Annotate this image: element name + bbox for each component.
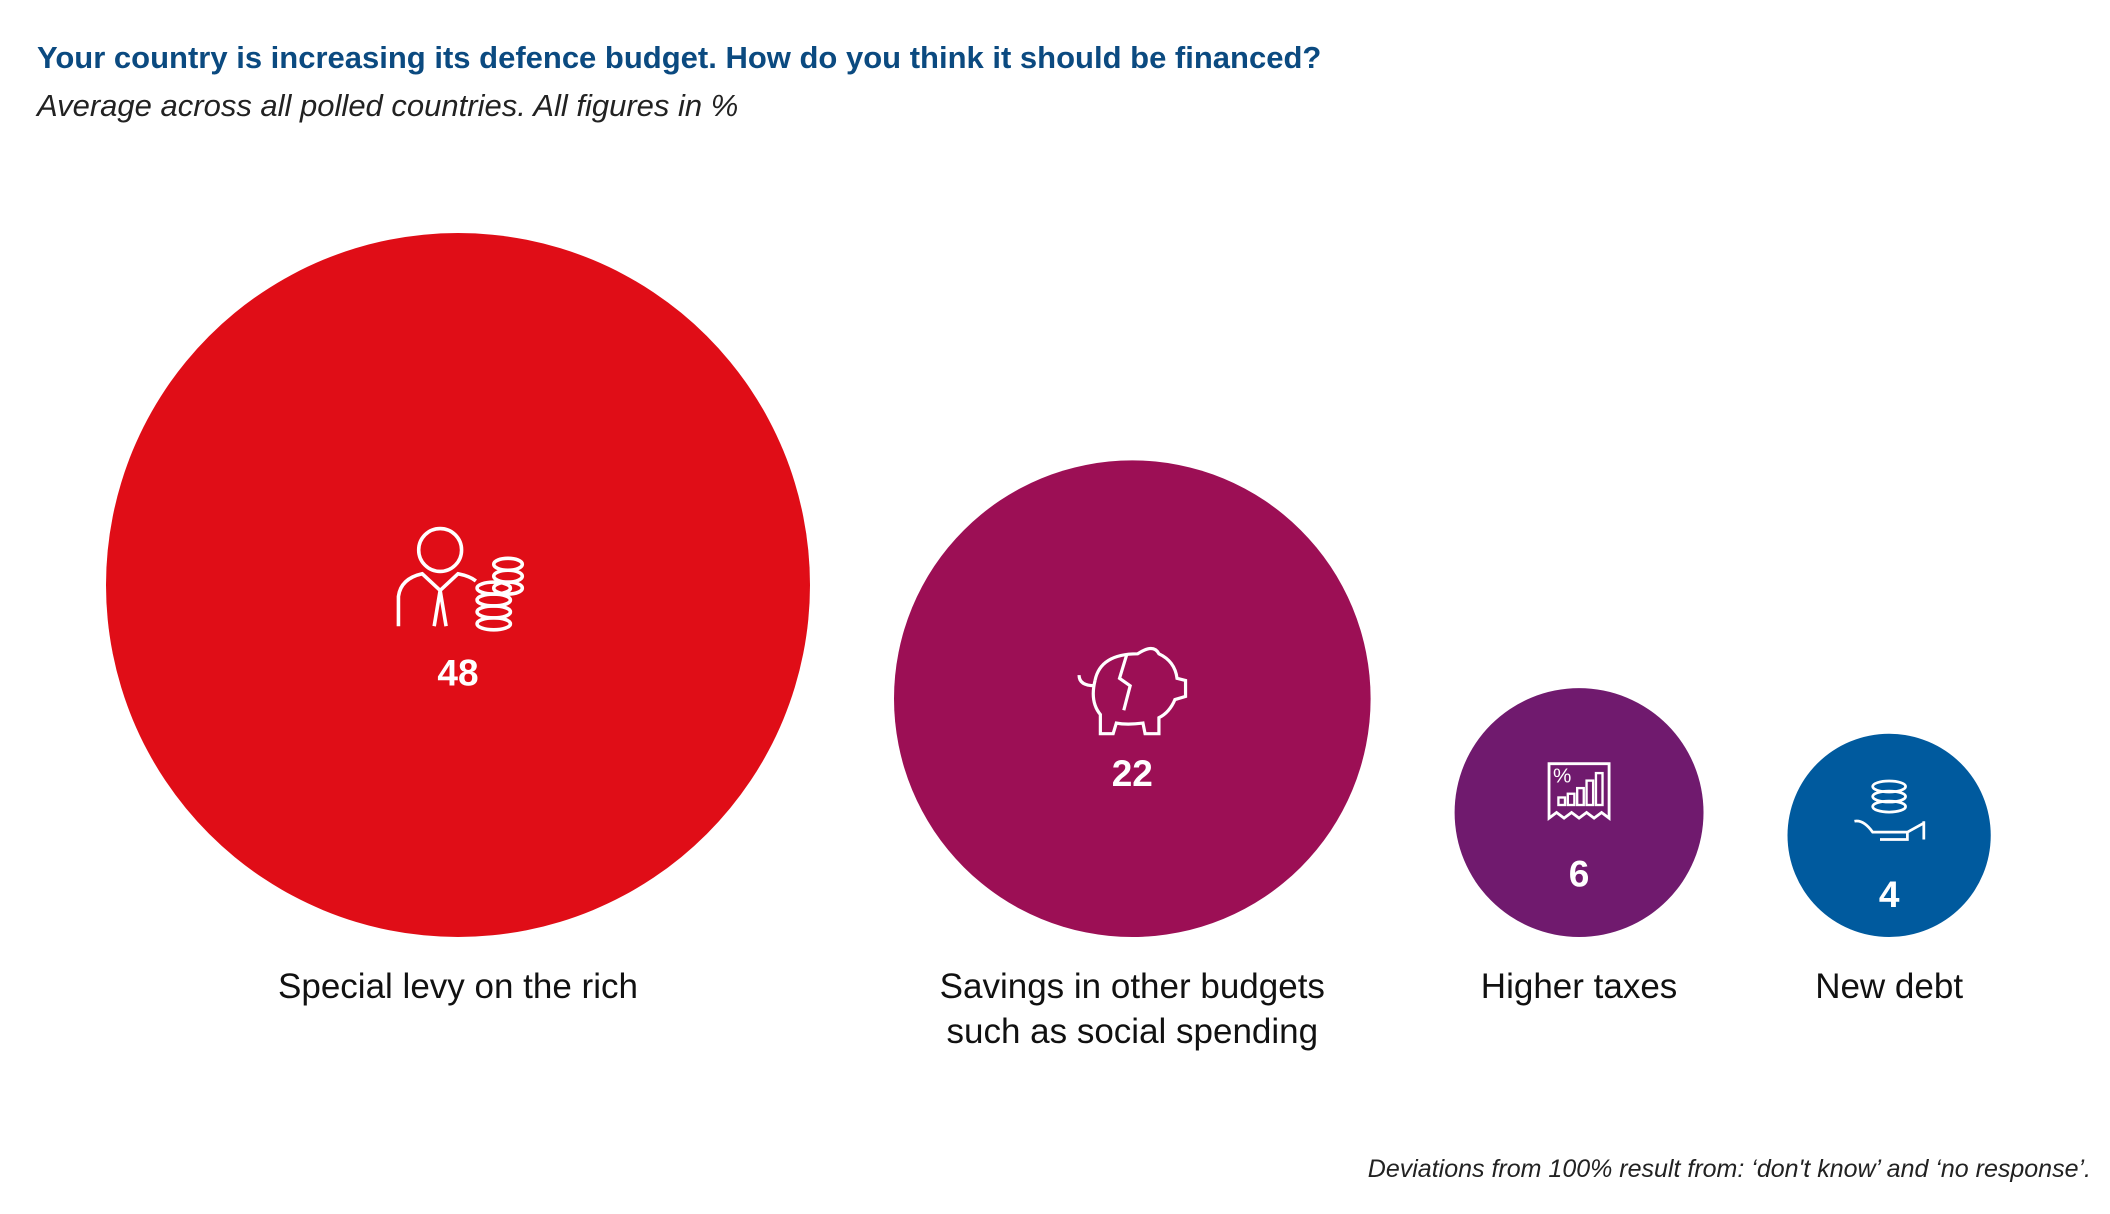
icon bbox=[1854, 779, 1926, 841]
icon-part bbox=[1854, 819, 1926, 841]
icon: % bbox=[1547, 762, 1611, 821]
category-label: New debt bbox=[1815, 967, 1964, 1006]
value-label: 48 bbox=[437, 652, 478, 693]
footnote: Deviations from 100% result from: ‘don't… bbox=[1367, 1155, 2091, 1183]
chart-title: Your country is increasing its defence b… bbox=[37, 40, 1322, 75]
value-label: 4 bbox=[1879, 874, 1900, 915]
value-label: 22 bbox=[1112, 753, 1153, 794]
icon-part bbox=[1594, 771, 1604, 807]
icon-part bbox=[1566, 792, 1576, 807]
value-label: 6 bbox=[1569, 854, 1590, 895]
icon bbox=[1077, 646, 1188, 736]
icon-part: % bbox=[1553, 764, 1571, 787]
category-label: Higher taxes bbox=[1480, 967, 1678, 1006]
category-label: Savings in other budgets such as social … bbox=[939, 967, 1325, 1051]
bubble bbox=[1454, 688, 1704, 937]
chart-subtitle: Average across all polled countries. All… bbox=[37, 88, 739, 123]
icon-part bbox=[1117, 653, 1133, 711]
bubble bbox=[1787, 733, 1991, 937]
icon bbox=[396, 526, 525, 632]
icon-part bbox=[396, 571, 477, 627]
bubble bbox=[894, 460, 1371, 937]
icon-part bbox=[475, 580, 513, 596]
icon-part bbox=[1585, 779, 1595, 807]
category-label: Special levy on the rich bbox=[278, 967, 638, 1006]
icon-part bbox=[1557, 796, 1567, 807]
icon-part bbox=[416, 526, 464, 574]
bubble bbox=[106, 233, 810, 937]
icon-part bbox=[1871, 779, 1907, 794]
icon-part bbox=[1547, 762, 1611, 821]
icon-part bbox=[1576, 786, 1585, 807]
icon-part bbox=[491, 556, 525, 573]
icon-part bbox=[1077, 646, 1188, 736]
